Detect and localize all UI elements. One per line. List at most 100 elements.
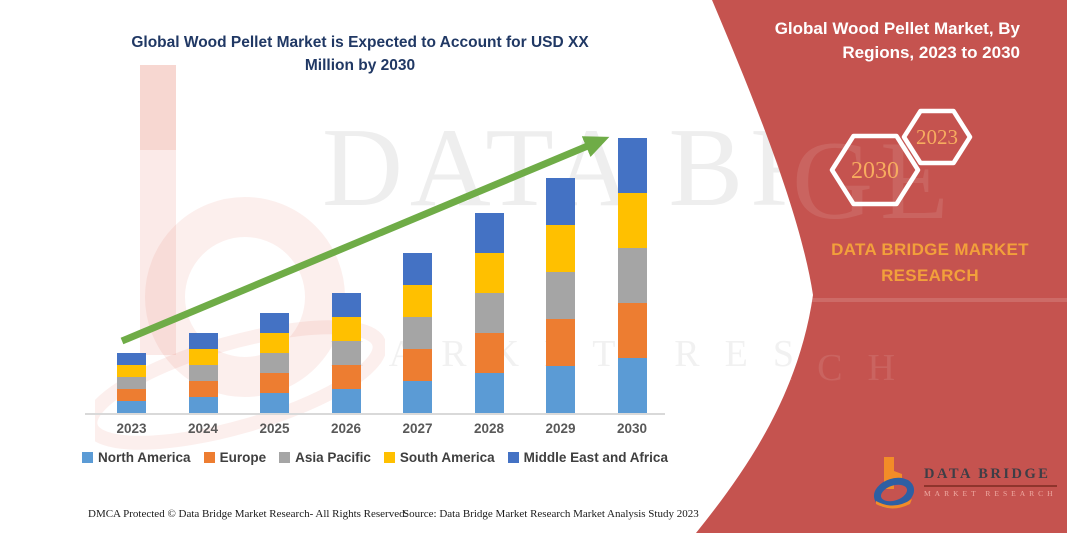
bar-segment-2026-south-america — [331, 317, 361, 341]
bar-segment-2028-europe — [474, 333, 504, 373]
bar-segment-2024-middle-east-and-africa — [188, 333, 218, 349]
legend-label: Asia Pacific — [295, 450, 371, 465]
footer-dmca-text: DMCA Protected © Data Bridge Market Rese… — [88, 508, 408, 520]
chart-legend: North America Europe Asia Pacific South Ame… — [82, 450, 668, 465]
panel-title: Global Wood Pellet Market, By Regions, 2… — [740, 17, 1020, 65]
chart-title: Global Wood Pellet Market is Expected to… — [100, 31, 620, 77]
chart-title-line1: Global Wood Pellet Market is Expected to… — [131, 34, 589, 51]
bar-segment-2028-asia-pacific — [474, 293, 504, 333]
bar-chart-plot-area — [85, 130, 665, 415]
bar-segment-2025-south-america — [260, 333, 289, 353]
bar-segment-2027-north-america — [403, 381, 432, 413]
panel-title-line2: Regions, 2023 to 2030 — [842, 43, 1020, 62]
bar-segment-2027-asia-pacific — [403, 317, 432, 349]
bar-segment-2024-europe — [188, 381, 218, 397]
bar-2029 — [546, 178, 575, 413]
x-axis-label-2029: 2029 — [545, 421, 576, 436]
legend-label: Europe — [219, 450, 267, 465]
databridge-logo-icon — [873, 457, 915, 509]
bar-segment-2025-middle-east-and-africa — [260, 313, 289, 333]
bar-segment-2025-europe — [260, 373, 289, 393]
bar-segment-2028-middle-east-and-africa — [474, 213, 504, 253]
bar-segment-2027-middle-east-and-africa — [403, 253, 432, 285]
legend-swatch — [383, 452, 395, 463]
x-axis-label-2023: 2023 — [116, 421, 147, 436]
panel-title-line1: Global Wood Pellet Market, By — [774, 19, 1020, 38]
legend-item-middle-east-and-africa: Middle East and Africa — [507, 450, 668, 465]
databridge-logo: DATA BRIDGE MARKET RESEARCH — [872, 455, 1057, 509]
bar-segment-2030-middle-east-and-africa — [617, 138, 647, 193]
bar-segment-2027-europe — [403, 349, 432, 381]
bar-2028 — [474, 213, 504, 413]
bar-segment-2024-asia-pacific — [188, 365, 218, 381]
bar-segment-2027-south-america — [403, 285, 432, 317]
bar-segment-2030-europe — [617, 303, 647, 358]
bar-segment-2026-north-america — [331, 389, 361, 413]
bar-segment-2029-middle-east-and-africa — [546, 178, 575, 225]
bar-segment-2023-middle-east-and-africa — [117, 353, 146, 365]
bar-segment-2025-north-america — [260, 393, 289, 413]
bar-2030 — [617, 138, 647, 413]
footer-source-text: Source: Data Bridge Market Research Mark… — [403, 508, 699, 520]
legend-swatch — [82, 452, 94, 463]
x-axis-label-2028: 2028 — [473, 421, 505, 436]
bar-segment-2026-middle-east-and-africa — [331, 293, 361, 317]
bar-segment-2029-south-america — [546, 225, 575, 272]
panel-brand-line2: RESEARCH — [881, 266, 979, 285]
x-axis-label-2027: 2027 — [402, 421, 433, 436]
bar-segment-2030-south-america — [617, 193, 647, 248]
bar-2023 — [117, 353, 146, 413]
bar-2026 — [331, 293, 361, 413]
x-axis-label-2030: 2030 — [616, 421, 648, 436]
bar-2027 — [403, 253, 432, 413]
bar-2025 — [260, 313, 289, 413]
legend-swatch — [507, 452, 519, 463]
logo-name: DATA BRIDGE — [924, 466, 1051, 482]
logo-divider — [924, 485, 1057, 487]
legend-item-south-america: South America — [383, 450, 495, 465]
x-axis-labels: 2023 2024 2025 2026 2027 2028 2029 2030 — [85, 421, 665, 441]
bar-segment-2026-asia-pacific — [331, 341, 361, 365]
bar-segment-2029-north-america — [546, 366, 575, 413]
hexagon-2030-label: 2030 — [851, 158, 899, 184]
bar-segment-2024-north-america — [188, 397, 218, 413]
logo-subtitle: MARKET RESEARCH — [924, 489, 1057, 498]
bar-segment-2023-europe — [117, 389, 146, 401]
x-axis-label-2024: 2024 — [187, 421, 219, 436]
trend-arrow — [120, 136, 610, 345]
bar-segment-2030-asia-pacific — [617, 248, 647, 303]
legend-item-north-america: North America — [82, 450, 191, 465]
bar-segment-2023-asia-pacific — [117, 377, 146, 389]
bar-segment-2023-south-america — [117, 365, 146, 377]
hexagon-2023-label: 2023 — [916, 125, 958, 149]
bar-segment-2023-north-america — [117, 401, 146, 413]
legend-item-europe: Europe — [203, 450, 267, 465]
watermark-b-logo — [95, 65, 385, 450]
panel-brand-text: DATA BRIDGE MARKET RESEARCH — [812, 237, 1048, 289]
bar-segment-2028-north-america — [474, 373, 504, 413]
bar-segment-2029-asia-pacific — [546, 272, 575, 319]
legend-swatch — [279, 452, 291, 463]
legend-item-asia-pacific: Asia Pacific — [279, 450, 371, 465]
hexagon-2030 — [829, 133, 921, 207]
legend-label: South America — [399, 450, 495, 465]
bar-segment-2026-europe — [331, 365, 361, 389]
bar-2024 — [188, 333, 218, 413]
x-axis-label-2025: 2025 — [259, 421, 290, 436]
bar-segment-2030-north-america — [617, 358, 647, 413]
bar-segment-2028-south-america — [474, 253, 504, 293]
legend-swatch — [203, 452, 215, 463]
red-panel-shape — [696, 0, 1067, 533]
hexagon-badges: 2030 2023 — [829, 108, 973, 207]
legend-label: North America — [98, 450, 191, 465]
x-axis-label-2026: 2026 — [330, 421, 362, 436]
bar-segment-2029-europe — [546, 319, 575, 366]
bar-segment-2024-south-america — [188, 349, 218, 365]
chart-title-line2: Million by 2030 — [304, 57, 416, 74]
panel-brand-line1: DATA BRIDGE MARKET — [831, 240, 1029, 259]
legend-label: Middle East and Africa — [523, 450, 668, 465]
bar-segment-2025-asia-pacific — [260, 353, 289, 373]
hexagon-2023 — [901, 108, 973, 166]
